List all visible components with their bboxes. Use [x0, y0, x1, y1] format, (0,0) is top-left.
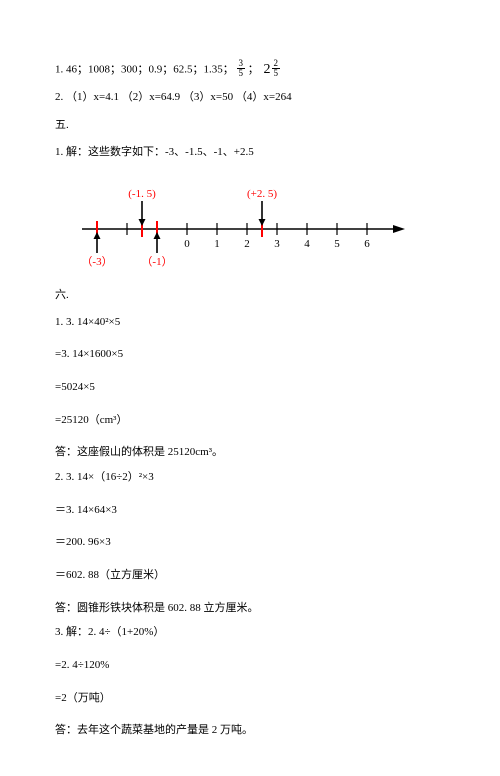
p1-mid: ；: [248, 63, 262, 75]
svg-text:(+2. 5): (+2. 5): [247, 188, 277, 200]
section-6-line: =5024×5: [55, 378, 445, 397]
svg-text:（-3）: （-3）: [81, 255, 112, 268]
section-6-line: 1. 3. 14×40²×5: [55, 313, 445, 332]
section-6-line: =25120（cm³）: [55, 411, 445, 430]
svg-text:4: 4: [304, 238, 310, 250]
p1-prefix: 1. 46；1008；300；0.9；62.5；1.35；: [55, 63, 234, 75]
section-6-line: ＝602. 88（立方厘米）: [55, 566, 445, 585]
section-6-line: 答：去年这个蔬菜基地的产量是 2 万吨。: [55, 721, 445, 740]
p1-frac1-den: 5: [237, 69, 246, 78]
section-6-title: 六.: [55, 286, 445, 305]
svg-text:（-1）: （-1）: [141, 255, 172, 268]
svg-text:(-1. 5): (-1. 5): [128, 188, 156, 200]
section-6-line: 答：圆锥形铁块体积是 602. 88 立方厘米。: [55, 599, 445, 618]
number-line-diagram: 0 1 2 3 4 5 6 （-3） (-1. 5) （-1） (+2. 5): [67, 174, 412, 274]
p1-mixed-frac: 2 5: [272, 59, 281, 78]
section-6-line: 3. 解：2. 4÷（1+20%）: [55, 623, 445, 642]
problem-1: 1. 46；1008；300；0.9；62.5；1.35； 3 5 ； 2 2 …: [55, 58, 445, 82]
section-5-title: 五.: [55, 116, 445, 135]
svg-text:0: 0: [184, 238, 190, 250]
svg-text:6: 6: [364, 238, 370, 250]
svg-text:5: 5: [334, 238, 340, 250]
section-6-line: 答：这座假山的体积是 25120cm³。: [55, 443, 445, 462]
p1-mixed: 2 2 5: [264, 58, 281, 82]
p1-mixed-whole: 2: [264, 58, 271, 82]
section-6-line: =2. 4÷120%: [55, 656, 445, 675]
svg-text:2: 2: [244, 238, 250, 250]
p1-mixed-den: 5: [272, 69, 281, 78]
problem-2: 2. （1）x=4.1 （2）x=64.9 （3）x=50 （4）x=264: [55, 88, 445, 107]
section-6-line: =3. 14×1600×5: [55, 345, 445, 364]
section-6-line: 2. 3. 14×（16÷2）²×3: [55, 468, 445, 487]
svg-text:1: 1: [214, 238, 220, 250]
section-6-line: =2（万吨）: [55, 689, 445, 708]
section-6-line: ＝200. 96×3: [55, 533, 445, 552]
p1-frac1: 3 5: [237, 59, 246, 78]
svg-text:3: 3: [274, 238, 280, 250]
section-6-line: ＝3. 14×64×3: [55, 501, 445, 520]
section-6-body: 1. 3. 14×40²×5 =3. 14×1600×5 =5024×5 =25120…: [55, 313, 445, 741]
section-5-line: 1. 解：这些数字如下：-3、-1.5、-1、+2.5: [55, 143, 445, 162]
